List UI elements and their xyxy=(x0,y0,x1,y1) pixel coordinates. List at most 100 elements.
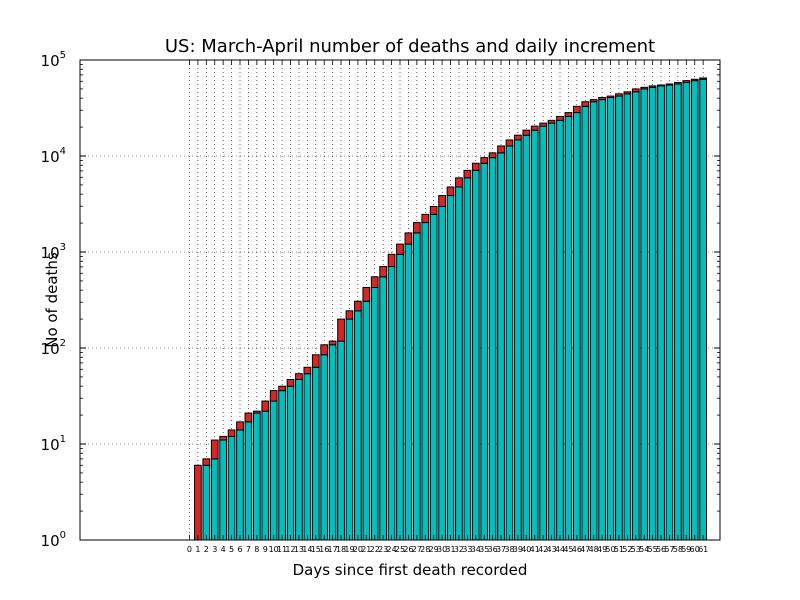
bar-previous xyxy=(682,81,691,541)
x-tick-label: 44 xyxy=(555,545,565,554)
bar-increment xyxy=(665,83,674,86)
bar-increment xyxy=(530,125,539,131)
bar-previous xyxy=(631,91,640,541)
bar-increment xyxy=(429,206,438,215)
bar-previous xyxy=(337,340,345,541)
bar-previous xyxy=(480,162,489,541)
y-tick-label: 102 xyxy=(41,338,66,358)
x-tick-label: 33 xyxy=(462,545,472,554)
bar-increment xyxy=(471,162,480,171)
bar-previous xyxy=(412,232,421,541)
x-tick-label: 21 xyxy=(361,545,371,554)
bar-increment xyxy=(328,340,337,346)
x-tick-label: 7 xyxy=(246,545,251,554)
x-tick-label: 4 xyxy=(221,545,226,554)
bar-previous xyxy=(396,253,404,541)
bar-previous xyxy=(514,139,522,541)
bar-increment xyxy=(497,145,505,154)
x-tick-label: 42 xyxy=(538,545,548,554)
bar-increment xyxy=(379,266,388,278)
bar-previous xyxy=(455,186,463,541)
bar-increment xyxy=(252,410,261,414)
bar-previous xyxy=(404,243,413,541)
bar-increment xyxy=(522,129,531,136)
x-tick-label: 32 xyxy=(454,545,464,554)
x-tick-label: 3 xyxy=(212,545,217,554)
y-tick-exponent: 5 xyxy=(60,50,66,61)
y-tick-label: 101 xyxy=(41,434,66,454)
bar-increment xyxy=(354,300,362,312)
bar-increment xyxy=(278,385,286,392)
x-tick-label: 61 xyxy=(698,545,708,554)
x-tick-label: 36 xyxy=(488,545,498,554)
x-tick-label: 6 xyxy=(237,545,242,554)
bar-increment xyxy=(303,366,312,375)
bar-increment xyxy=(572,105,581,114)
x-tick-label: 12 xyxy=(285,545,295,554)
bar-increment xyxy=(261,400,270,412)
bar-previous xyxy=(438,206,446,541)
x-tick-label: 31 xyxy=(445,545,455,554)
x-tick-label: 39 xyxy=(513,545,523,554)
bar-increment xyxy=(623,91,632,95)
bar-previous xyxy=(640,88,649,541)
bar-previous xyxy=(244,421,253,541)
bar-increment xyxy=(295,373,303,380)
x-tick-label: 17 xyxy=(328,545,338,554)
bar-previous xyxy=(387,266,396,541)
bar-increment xyxy=(396,243,404,255)
bar-increment xyxy=(699,77,708,80)
bar-increment xyxy=(227,429,236,437)
bar-increment xyxy=(320,344,329,356)
x-tick-label: 35 xyxy=(479,545,489,554)
bar-previous xyxy=(530,129,539,541)
bar-previous xyxy=(252,412,261,541)
y-tick-exponent: 0 xyxy=(60,530,66,541)
y-tick-exponent: 4 xyxy=(60,146,66,157)
bar-increment xyxy=(446,186,455,197)
x-tick-label: 1 xyxy=(195,545,200,554)
y-tick-base: 10 xyxy=(41,52,60,70)
bar-previous xyxy=(236,429,244,541)
x-tick-label: 10 xyxy=(269,545,279,554)
bar-increment xyxy=(337,318,345,342)
x-tick-label: 46 xyxy=(572,545,582,554)
bar-previous xyxy=(370,286,379,541)
y-tick-label: 105 xyxy=(41,50,66,70)
x-tick-label: 2 xyxy=(204,545,209,554)
x-tick-label: 8 xyxy=(254,545,259,554)
bar-increment xyxy=(269,390,278,402)
x-tick-label: 23 xyxy=(378,545,388,554)
bar-previous xyxy=(269,400,278,541)
x-tick-label: 55 xyxy=(648,545,658,554)
x-tick-label: 19 xyxy=(344,545,354,554)
x-tick-label: 60 xyxy=(690,545,700,554)
x-tick-label: 37 xyxy=(496,545,506,554)
bar-increment xyxy=(547,119,556,124)
bar-increment xyxy=(556,115,564,121)
bar-increment xyxy=(345,310,354,320)
bar-previous xyxy=(572,112,581,541)
x-tick-label: 14 xyxy=(302,545,312,554)
bar-increment xyxy=(674,81,682,85)
bar-increment xyxy=(438,195,446,208)
x-tick-label: 5 xyxy=(229,545,234,554)
x-tick-label: 48 xyxy=(589,545,599,554)
bar-increment xyxy=(539,122,548,127)
bar-increment xyxy=(412,222,421,234)
bar-previous xyxy=(471,169,480,541)
bar-increment xyxy=(244,412,253,423)
bar-increment xyxy=(463,169,472,179)
bar-increment xyxy=(606,95,615,99)
x-tick-label: 54 xyxy=(639,545,649,554)
x-tick-label: 18 xyxy=(336,545,346,554)
x-tick-label: 25 xyxy=(395,545,405,554)
y-tick-base: 10 xyxy=(41,340,60,358)
x-tick-label: 29 xyxy=(429,545,439,554)
bar-increment xyxy=(455,177,463,188)
y-tick-exponent: 2 xyxy=(60,338,66,349)
x-axis-label: Days since first death recorded xyxy=(293,561,528,579)
bar-increment xyxy=(421,213,430,224)
